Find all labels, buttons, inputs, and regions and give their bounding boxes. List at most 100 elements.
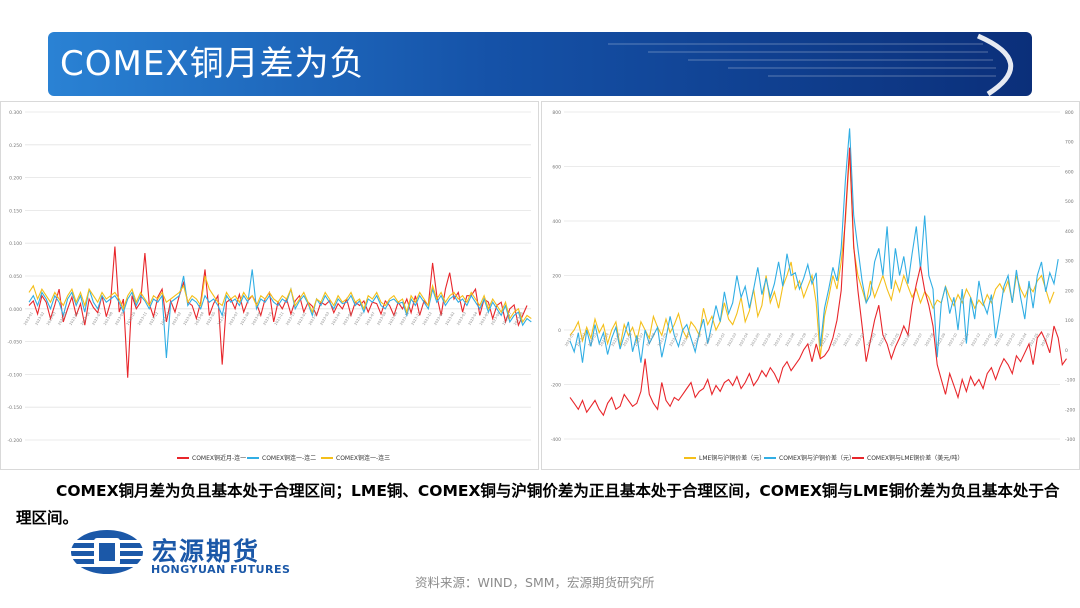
y-right-tick-label: 800	[1065, 110, 1074, 116]
x-tick-label: 2023-02	[854, 333, 865, 348]
y-right-tick-label: 500	[1065, 199, 1074, 205]
logo-chinese-name: 宏源期货	[152, 537, 261, 566]
x-tick-label: 2023-08	[240, 311, 251, 326]
y-left-tick-label: -400	[551, 437, 561, 443]
legend-label-2: COMEX铜与沪铜价差（元）	[779, 454, 855, 462]
y-right-tick-label: -200	[1065, 407, 1075, 413]
x-tick-label: 2023-02	[715, 333, 726, 348]
y-tick-label: 0.000	[9, 307, 22, 313]
y-left-tick-label: 400	[552, 219, 561, 225]
x-tick-label: 2023-08	[924, 333, 935, 348]
x-tick-label: 2023-12	[148, 311, 159, 326]
x-tick-label: 2023-06	[1040, 333, 1051, 348]
left-chart-panel: 0.300 0.250 0.200 0.150 0.100 0.050 0.000 -0.05…	[0, 101, 539, 470]
series-line-1	[569, 152, 1055, 358]
x-tick-label: 2023-03	[456, 311, 467, 326]
company-logo-icon	[70, 530, 144, 574]
caption: COMEX铜月差为负且基本处于合理区间；LME铜、COMEX铜与沪铜价差为正且基…	[16, 478, 1066, 532]
x-tick-label: 2023-11	[959, 333, 970, 348]
x-tick-label: 2023-06	[490, 311, 501, 326]
x-tick-label: 2023-07	[912, 333, 923, 348]
x-tick-label: 2023-03	[866, 333, 877, 348]
legend-label-3: COMEX铜连一-连三	[336, 454, 390, 462]
page-title: COMEX铜月差为负	[60, 44, 365, 84]
data-source: 资料来源：WIND，SMM，宏源期货研究所	[415, 575, 655, 590]
x-tick-label: 2023-03	[1005, 333, 1016, 348]
x-tick-label: 2023-04	[57, 311, 68, 326]
x-tick-label: 2023-06	[901, 333, 912, 348]
series-line-2	[569, 128, 1059, 363]
x-tick-label: 2023-10	[808, 333, 819, 348]
x-tick-label: 2023-01	[564, 333, 575, 348]
x-tick-label: 2023-11	[274, 311, 285, 326]
x-tick-label: 2023-08	[513, 311, 524, 326]
x-tick-label: 2023-01	[843, 333, 854, 348]
right-chart-panel: 800 600 400 200 0 -200 -400 800 700 600 500 400 300 2…	[541, 101, 1080, 470]
x-tick-label: 2023-12	[692, 333, 703, 348]
x-tick-label: 2023-08	[645, 333, 656, 348]
x-tick-label: 2023-10	[399, 311, 410, 326]
y-tick-label: 0.150	[9, 208, 22, 214]
legend-label-1: LME铜与沪铜价差（元）	[699, 454, 765, 462]
x-tick-label: 2023-10	[262, 311, 273, 326]
title-banner	[48, 32, 1032, 96]
x-tick-label: 2023-03	[727, 333, 738, 348]
y-right-tick-label: 0	[1065, 348, 1068, 354]
y-left-tick-label: 600	[552, 165, 561, 171]
y-tick-label: 0.100	[9, 241, 22, 247]
y-right-tick-label: -100	[1065, 378, 1075, 384]
y-right-tick-label: 200	[1065, 288, 1074, 294]
y-tick-label: 0.200	[9, 176, 22, 182]
y-tick-label: -0.100	[7, 372, 22, 378]
x-tick-label: 2023-02	[576, 333, 587, 348]
x-tick-label: 2023-09	[114, 311, 125, 326]
x-tick-label: 2023-06	[217, 311, 228, 326]
x-tick-label: 2023-06	[622, 333, 633, 348]
x-tick-label: 2023-08	[785, 333, 796, 348]
y-right-tick-label: 400	[1065, 229, 1074, 235]
x-tick-label: 2023-09	[796, 333, 807, 348]
x-tick-label: 2023-05	[611, 333, 622, 348]
legend-label-2: COMEX铜连一-连二	[262, 454, 316, 462]
x-tick-label: 2023-02	[308, 311, 319, 326]
x-tick-label: 2023-04	[599, 332, 610, 347]
x-tick-label: 2023-06	[761, 333, 772, 348]
x-tick-label: 2023-07	[773, 333, 784, 348]
caption-text: COMEX铜月差为负且基本处于合理区间；LME铜、COMEX铜与沪铜价差为正且基…	[16, 482, 1060, 527]
x-tick-label: 2023-11	[411, 311, 422, 326]
x-tick-label: 2023-05	[479, 311, 490, 326]
x-tick-label: 2023-11	[137, 311, 148, 326]
x-tick-label: 2023-12	[831, 333, 842, 348]
series-line-2	[28, 269, 532, 359]
x-tick-label: 2023-05	[69, 311, 80, 326]
x-tick-label: 2023-12	[970, 333, 981, 348]
x-tick-label: 2023-01	[433, 311, 444, 326]
x-tick-label: 2023-02	[171, 311, 182, 326]
x-tick-label: 2023-01	[160, 311, 171, 326]
x-tick-label: 2023-07	[91, 311, 102, 326]
y-right-tick-label: 300	[1065, 259, 1074, 265]
x-tick-label: 2023-07	[365, 311, 376, 326]
y-tick-label: -0.150	[7, 405, 22, 411]
x-tick-label: 2023-08	[376, 311, 387, 326]
x-tick-label: 2023-12	[285, 311, 296, 326]
x-tick-label: 2023-05	[750, 333, 761, 348]
y-right-tick-label: 100	[1065, 318, 1074, 324]
x-tick-label: 2023-07	[502, 311, 513, 326]
y-left-tick-label: 0	[558, 328, 561, 334]
x-tick-label: 2023-09	[388, 311, 399, 326]
x-tick-label: 2023-02	[445, 311, 456, 326]
x-tick-label: 2023-10	[669, 333, 680, 348]
x-tick-label: 2023-04	[738, 332, 749, 347]
legend-label-1: COMEX铜近月-连一	[192, 454, 246, 462]
x-tick-label: 2023-06	[80, 311, 91, 326]
y-right-tick-label: 600	[1065, 169, 1074, 175]
series-line-3	[28, 275, 532, 324]
comex-spread-chart: 0.300 0.250 0.200 0.150 0.100 0.050 0.000 -0.05…	[7, 110, 532, 462]
y-left-tick-label: -200	[551, 383, 561, 389]
x-tick-label: 2023-04	[1017, 332, 1028, 347]
x-tick-label: 2023-04	[468, 311, 479, 326]
y-tick-label: 0.050	[9, 274, 22, 280]
x-tick-label: 2023-09	[251, 311, 262, 326]
legend-label-3: COMEX铜与LME铜价差（美元/吨）	[867, 454, 963, 462]
